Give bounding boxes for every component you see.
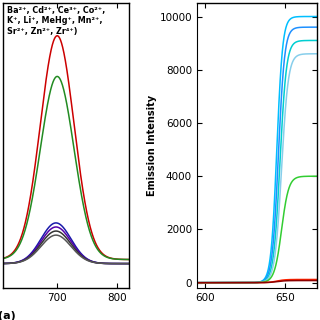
Y-axis label: Emission Intensity: Emission Intensity bbox=[147, 95, 156, 196]
Text: Ba²⁺, Cd²⁺, Ce³⁺, Co²⁺,
K⁺, Li⁺, MeHg⁺, Mn²⁺,
Sr²⁺, Zn²⁺, Zr⁴⁺): Ba²⁺, Cd²⁺, Ce³⁺, Co²⁺, K⁺, Li⁺, MeHg⁺, … bbox=[7, 6, 105, 36]
Text: (a): (a) bbox=[0, 311, 16, 320]
